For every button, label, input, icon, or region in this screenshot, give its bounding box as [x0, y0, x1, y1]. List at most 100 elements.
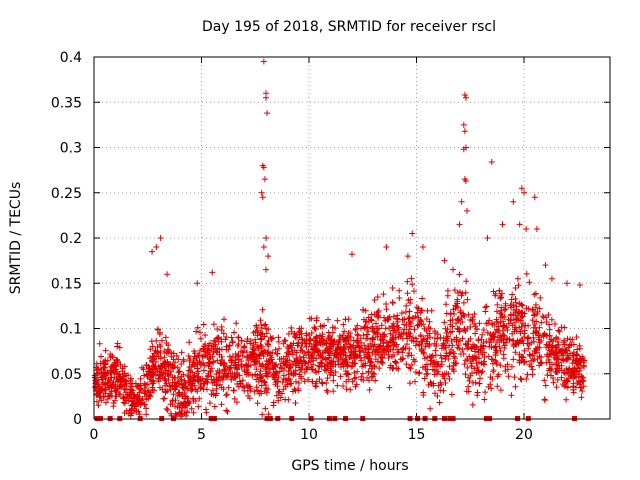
- data-point: [580, 377, 587, 384]
- data-point: [271, 376, 278, 383]
- data-point: [443, 329, 450, 336]
- data-point: [308, 329, 315, 336]
- data-point: [210, 358, 217, 365]
- data-point: [526, 279, 533, 286]
- x-tick-labels: 0 5 10 15 20: [90, 427, 533, 443]
- data-point: [157, 375, 164, 382]
- data-point: [475, 349, 482, 356]
- data-point: [141, 401, 148, 408]
- data-point: [292, 378, 299, 385]
- data-point: [109, 363, 116, 370]
- data-point: [295, 387, 302, 394]
- data-point: [555, 352, 562, 359]
- data-point: [260, 353, 267, 360]
- data-point: [383, 244, 390, 251]
- data-point: [210, 321, 217, 328]
- data-point: [579, 375, 586, 382]
- data-point: [310, 354, 317, 361]
- data-point: [187, 355, 194, 362]
- data-point: [538, 337, 545, 344]
- data-point: [260, 244, 267, 251]
- data-point: [387, 330, 394, 337]
- data-point: [511, 374, 518, 381]
- data-point: [134, 394, 141, 401]
- data-point: [315, 368, 322, 375]
- data-point: [208, 391, 215, 398]
- data-point: [96, 393, 103, 400]
- data-point: [205, 342, 212, 349]
- data-point: [339, 383, 346, 390]
- data-point: [471, 310, 478, 317]
- data-point: [403, 361, 410, 368]
- data-point: [569, 360, 576, 367]
- data-point: [112, 381, 119, 388]
- data-point: [164, 271, 171, 278]
- data-point: [345, 329, 352, 336]
- data-point: [451, 287, 458, 294]
- data-point: [451, 336, 458, 343]
- data-point: [213, 390, 220, 397]
- data-point: [188, 363, 195, 370]
- data-point: [373, 325, 380, 332]
- data-point: [253, 384, 260, 391]
- data-point: [520, 359, 527, 366]
- data-point: [561, 337, 568, 344]
- data-point: [503, 339, 510, 346]
- data-point: [494, 318, 501, 325]
- data-point: [348, 348, 355, 355]
- data-point: [376, 343, 383, 350]
- data-point: [323, 367, 330, 374]
- data-point: [406, 308, 413, 315]
- data-point: [542, 382, 549, 389]
- data-point: [309, 361, 316, 368]
- data-point: [149, 248, 156, 255]
- data-point: [570, 341, 577, 348]
- data-point: [310, 341, 317, 348]
- data-point: [468, 345, 475, 352]
- data-point: [531, 356, 538, 363]
- data-point: [450, 349, 457, 356]
- data-point: [298, 330, 305, 337]
- data-point: [529, 352, 536, 359]
- data-point: [220, 330, 227, 337]
- data-point: [507, 317, 514, 324]
- data-point: [327, 363, 334, 370]
- data-point: [269, 349, 276, 356]
- data-point: [485, 353, 492, 360]
- data-point: [483, 338, 490, 345]
- data-point: [453, 303, 460, 310]
- data-point: [188, 387, 195, 394]
- data-point: [285, 368, 292, 375]
- data-point: [481, 354, 488, 361]
- data-point: [137, 400, 144, 407]
- data-point: [318, 379, 325, 386]
- data-point: [454, 304, 461, 311]
- data-point: [462, 357, 469, 364]
- data-point: [523, 375, 530, 382]
- data-point: [358, 373, 365, 380]
- data-point: [423, 361, 430, 368]
- data-point: [393, 315, 400, 322]
- data-point: [175, 356, 182, 363]
- data-point: [176, 368, 183, 375]
- data-point: [95, 376, 102, 383]
- data-point: [116, 344, 123, 351]
- data-point: [427, 405, 434, 412]
- data-point: [497, 387, 504, 394]
- data-point: [461, 128, 468, 135]
- data-point: [343, 386, 350, 393]
- data-point: [424, 332, 431, 339]
- data-point: [319, 323, 326, 330]
- data-point: [319, 331, 326, 338]
- data-point: [576, 381, 583, 388]
- data-point: [526, 351, 533, 358]
- data-point: [458, 198, 465, 205]
- data-point: [161, 395, 168, 402]
- data-point: [221, 316, 228, 323]
- data-point: [489, 360, 496, 367]
- data-point: [345, 371, 352, 378]
- data-point: [344, 334, 351, 341]
- data-point: [361, 323, 368, 330]
- data-point: [508, 296, 515, 303]
